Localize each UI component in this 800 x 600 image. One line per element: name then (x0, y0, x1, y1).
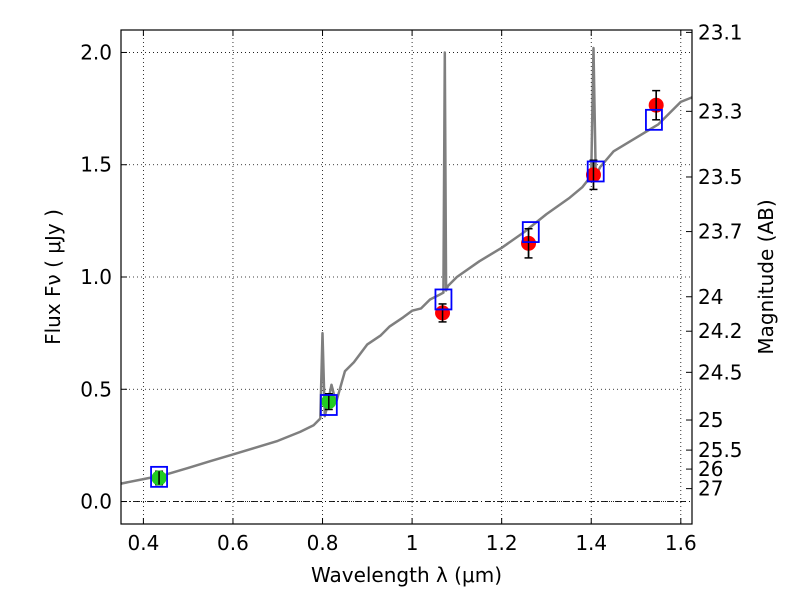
model-photometry-square (319, 394, 338, 416)
error-bar-layer (155, 89, 661, 486)
x-tick-label: 1 (406, 531, 419, 555)
grid-lines (121, 30, 692, 524)
model-spectrum-line (120, 46, 693, 485)
x-tick-label: 0.6 (217, 531, 249, 555)
y-tick-label: 1.5 (80, 153, 112, 177)
x-tick-label: 1.4 (575, 531, 607, 555)
magnitude-tick-label: 26 (698, 457, 723, 481)
model-photometry-square (521, 221, 540, 243)
model-photometry-square (586, 160, 605, 183)
magnitude-axis-label: Magnitude (AB) (754, 199, 778, 354)
x-axis-ticks: 0.4 0.6 0.8 1 1.2 1.4 1.6 (127, 30, 697, 555)
x-tick-label: 1.6 (665, 531, 697, 555)
y-tick-label: 0.5 (80, 377, 112, 401)
x-tick-label: 1.2 (486, 531, 518, 555)
y-tick-label: 1.0 (80, 265, 112, 289)
y-tick-label: 2.0 (80, 40, 112, 64)
x-axis-label: Wavelength λ (μm) (311, 563, 502, 587)
magnitude-tick-label: 25.5 (698, 438, 743, 462)
model-spectrum-layer (120, 46, 693, 485)
model-photometry-square (150, 465, 168, 488)
plot-frame (120, 29, 693, 525)
data-marker-layer (150, 90, 664, 488)
magnitude-tick-label: 24 (698, 285, 723, 309)
magnitude-tick-label: 27 (698, 477, 723, 501)
model-photometry-square (645, 108, 663, 131)
x-tick-label: 0.4 (127, 531, 159, 555)
magnitude-tick-label: 23.5 (698, 165, 743, 189)
y-axis-ticks: 0.0 0.5 1.0 1.5 2.0 (80, 40, 127, 514)
magnitude-tick-label: 25 (698, 408, 723, 432)
model-photometry-square (434, 288, 453, 311)
magnitude-tick-label: 23.7 (698, 220, 743, 244)
magnitude-tick-label: 24.2 (698, 319, 743, 343)
magnitude-tick-label: 23.1 (698, 20, 743, 44)
y-tick-label: 0.0 (80, 490, 112, 514)
magnitude-tick-label: 24.5 (698, 360, 743, 384)
magnitude-tick-label: 23.3 (698, 99, 743, 123)
x-tick-label: 0.8 (307, 531, 339, 555)
y-axis-label: Flux Fν ( μJy ) (41, 209, 65, 345)
